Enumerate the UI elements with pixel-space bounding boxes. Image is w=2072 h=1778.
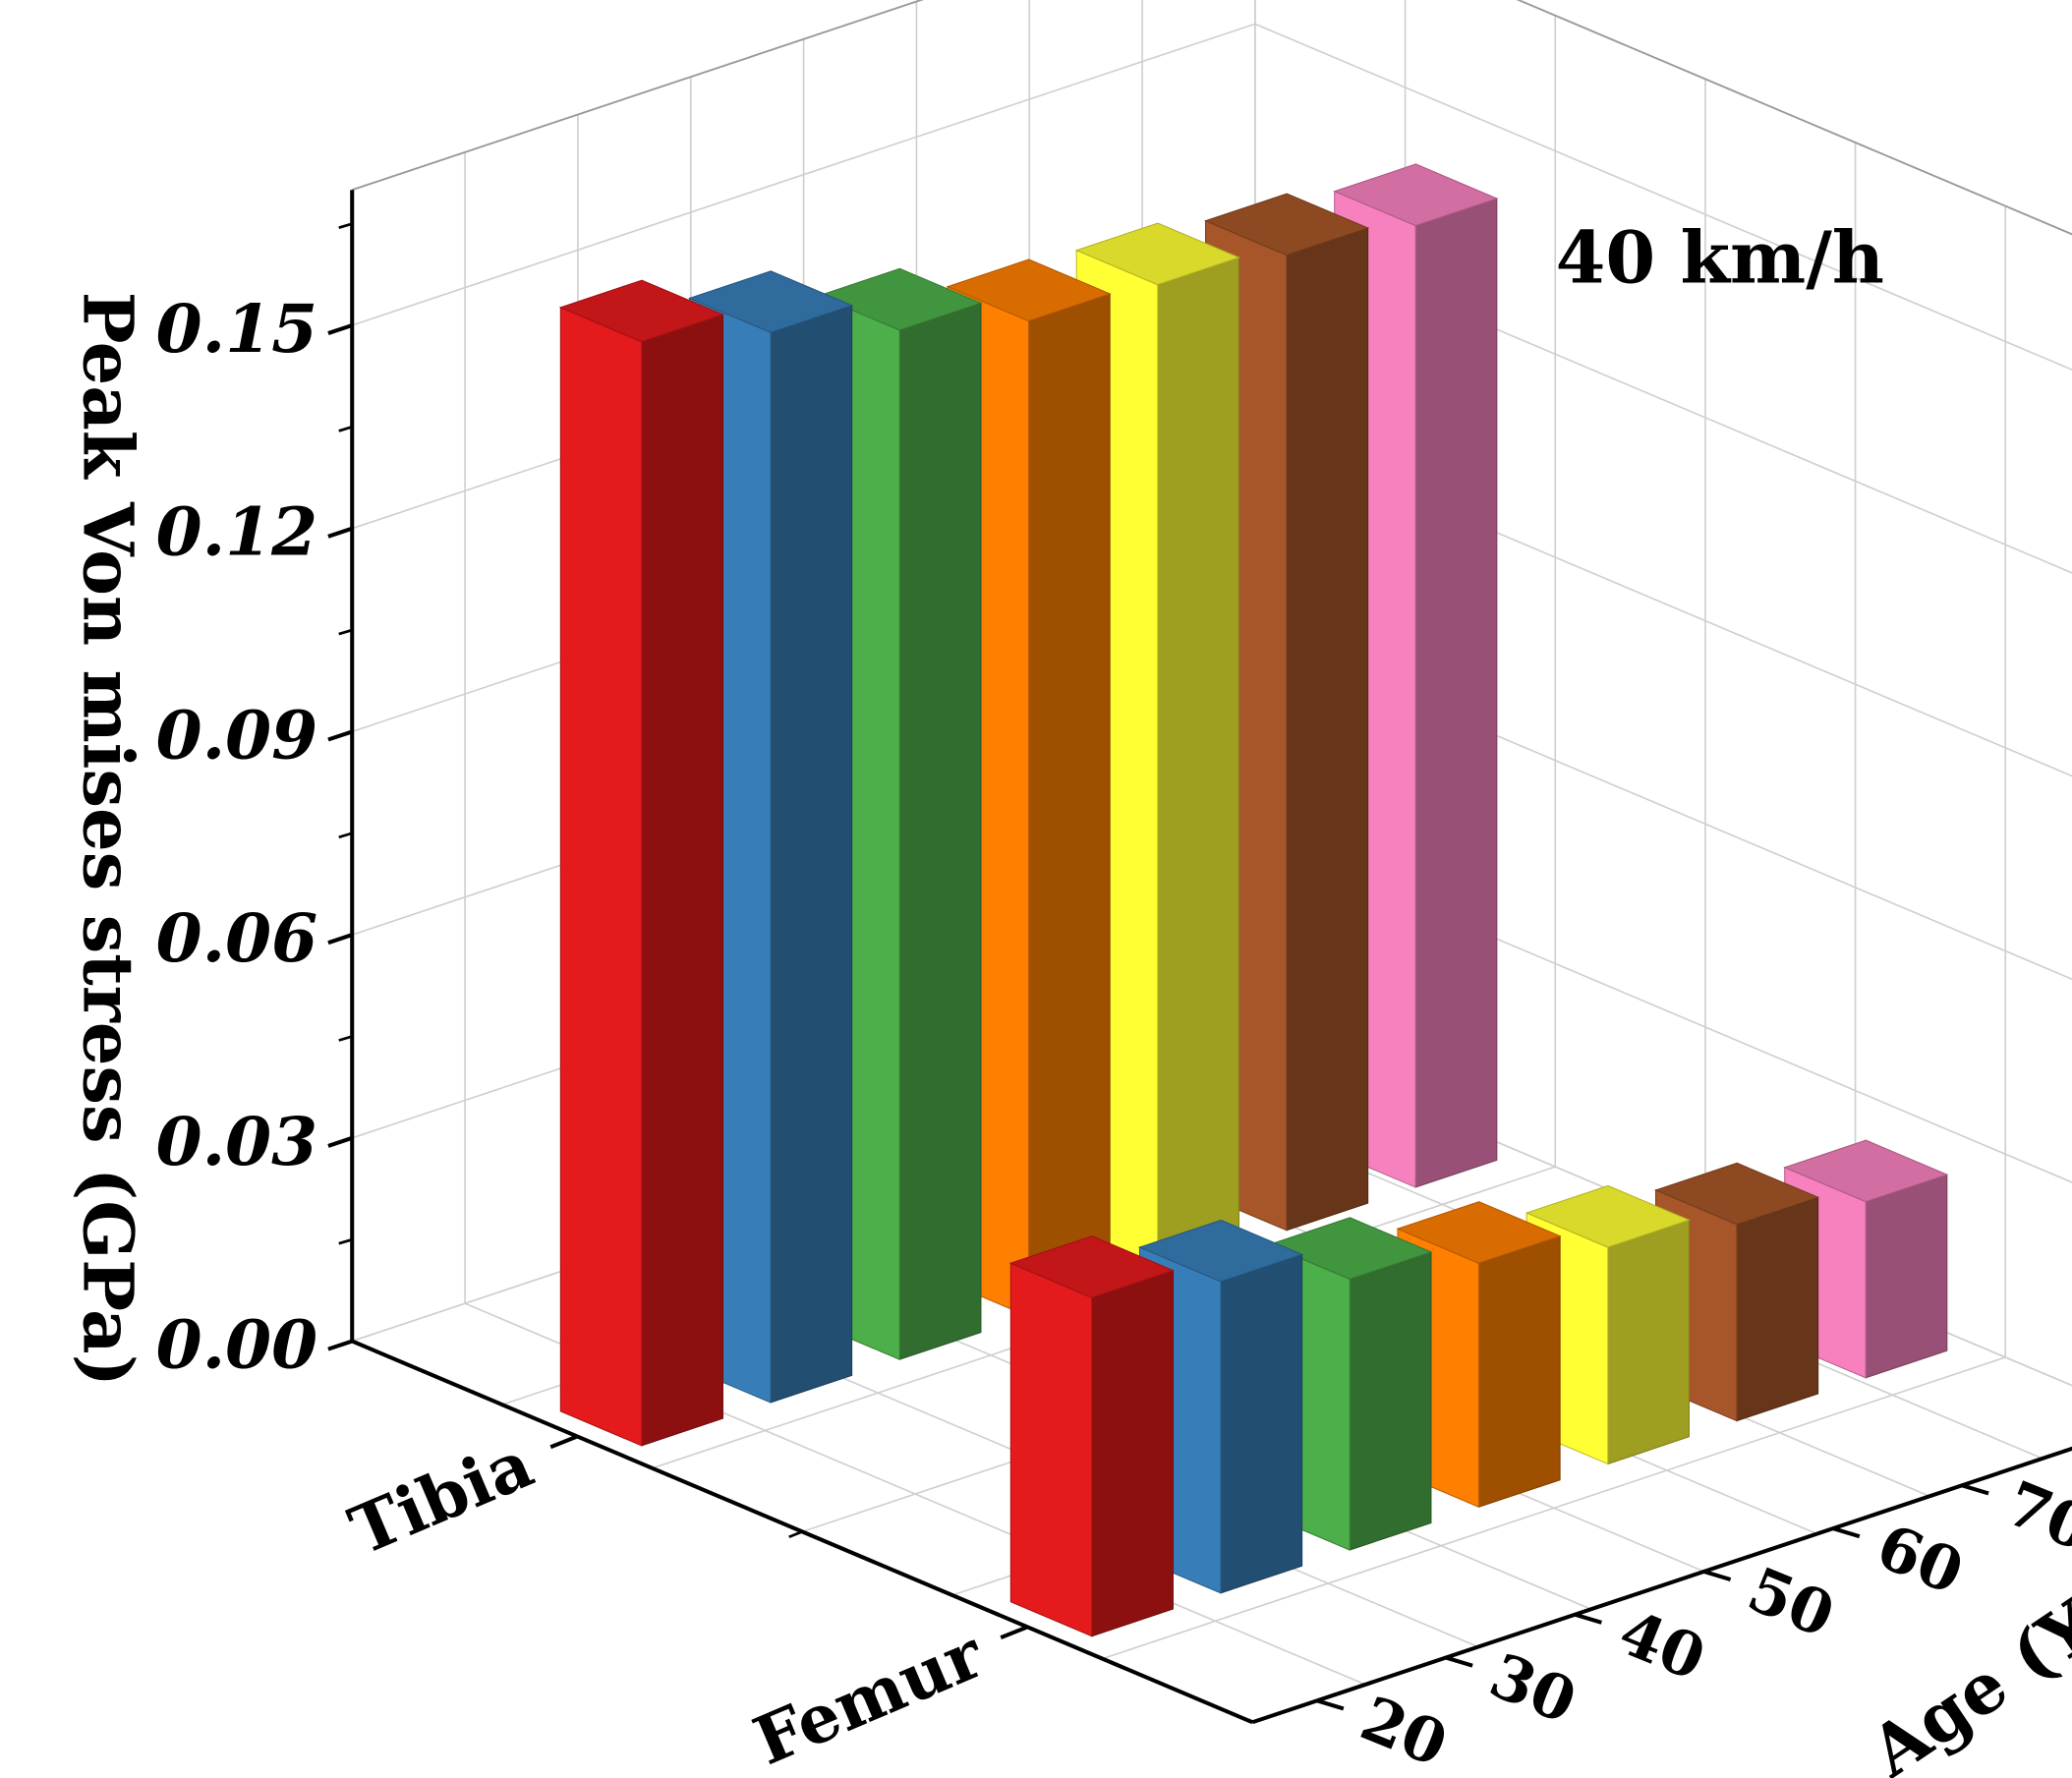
bar-top-face	[1267, 1217, 1433, 1281]
bar-side-face	[1349, 1251, 1432, 1551]
bar-top-face	[817, 267, 983, 331]
bar-top-face	[1137, 1219, 1304, 1283]
y-tick	[327, 729, 353, 742]
bar-top-face	[1333, 163, 1499, 227]
y-minor-tick	[338, 832, 353, 839]
bar-top-face	[1203, 193, 1370, 257]
y-tick-label: 0.03	[156, 1103, 318, 1180]
bar-side-face	[1157, 257, 1239, 1275]
box-edge	[351, 0, 2072, 236]
y-tick-label: 0.00	[156, 1306, 318, 1384]
y-minor-tick	[338, 222, 353, 229]
age-tick-label: 40	[1609, 1596, 1715, 1694]
age-tick	[1961, 1483, 1989, 1496]
age-tick-label: 70	[1996, 1467, 2072, 1566]
age-tick	[1316, 1698, 1345, 1711]
category-label: Tibia	[339, 1424, 544, 1570]
bar-top-face	[687, 270, 854, 333]
category-tick	[549, 1434, 578, 1450]
bar-top-face	[1008, 1235, 1175, 1298]
category-tick	[1000, 1625, 1028, 1640]
y-tick-label: 0.09	[156, 696, 318, 774]
y-minor-tick	[338, 426, 353, 432]
bar-top-face	[1525, 1184, 1691, 1248]
bar-top-face	[558, 279, 724, 343]
bar-front-face	[1009, 1262, 1093, 1637]
y-minor-tick	[338, 1035, 353, 1042]
category-minor-tick	[788, 1530, 803, 1539]
age-tick	[1445, 1655, 1473, 1668]
bar-top-face	[1074, 222, 1240, 286]
category-label: Femur	[743, 1615, 995, 1778]
bar-side-face	[1286, 227, 1369, 1232]
y-axis-title: Peak Von mises stress (GPa)	[67, 292, 148, 1387]
bar-side-face	[1477, 1234, 1561, 1509]
y-minor-tick	[338, 628, 353, 636]
y-tick	[327, 1135, 353, 1148]
bar-front-face	[559, 306, 643, 1447]
y-tick	[327, 1339, 353, 1351]
y-tick-label: 0.15	[156, 290, 318, 368]
bar-side-face	[1091, 1269, 1174, 1637]
bar-top-face	[1653, 1162, 1820, 1226]
y-tick	[327, 323, 353, 336]
bar	[1008, 1235, 1175, 1637]
age-tick-label: 20	[1352, 1683, 1458, 1778]
bar-side-face	[641, 314, 723, 1447]
bar-top-face	[1783, 1139, 1949, 1203]
bar-top-face	[946, 258, 1112, 322]
bar-side-face	[898, 302, 982, 1360]
grid-line	[351, 23, 2072, 371]
bar	[558, 279, 724, 1447]
age-tick-label: 30	[1480, 1639, 1586, 1738]
bars	[558, 163, 1949, 1637]
bar-top-face	[1396, 1201, 1562, 1264]
speed-annotation: 40 km/h	[1556, 217, 1884, 301]
y-tick-label: 0.06	[156, 899, 318, 977]
y-tick-label: 0.12	[156, 493, 318, 571]
bar-side-face	[1736, 1196, 1819, 1422]
age-tick	[1702, 1569, 1732, 1581]
grid-line	[1102, 1356, 2006, 1660]
bar-side-face	[1414, 198, 1498, 1188]
bar-side-face	[1027, 293, 1111, 1318]
bar-side-face	[1607, 1219, 1690, 1465]
axes	[327, 190, 2072, 1725]
y-tick	[327, 933, 353, 946]
y-tick	[327, 526, 353, 539]
age-tick-label: 50	[1738, 1553, 1844, 1651]
age-tick	[1574, 1612, 1602, 1625]
bar-side-face	[770, 304, 853, 1404]
bar-side-face	[1220, 1253, 1303, 1594]
age-tick	[1832, 1526, 1861, 1539]
y-minor-tick	[338, 1237, 353, 1245]
bar-side-face	[1865, 1174, 1948, 1379]
age-tick-label: 60	[1868, 1510, 1974, 1608]
